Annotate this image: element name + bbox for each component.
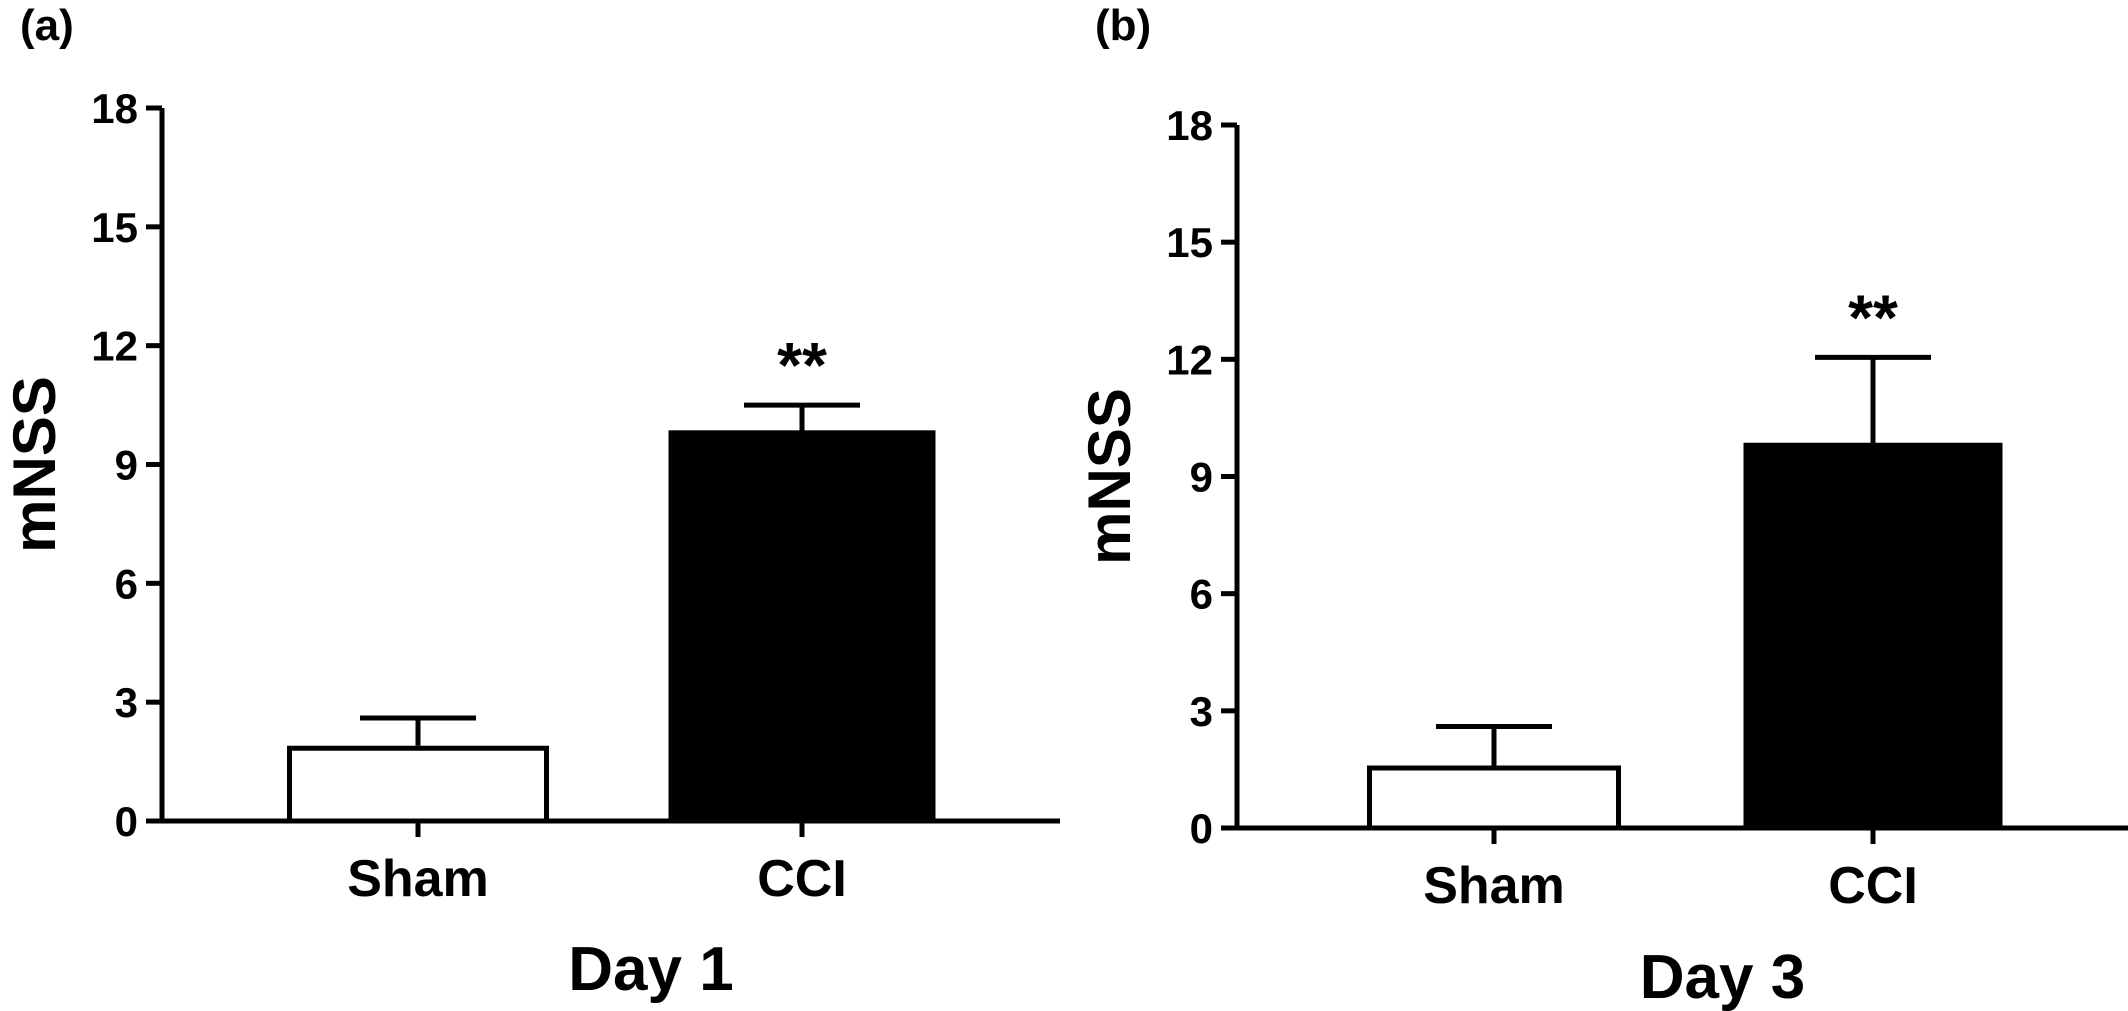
- y-tick-label: 12: [91, 323, 138, 370]
- y-tick-label: 0: [115, 798, 138, 845]
- y-tick-label: 3: [115, 679, 138, 726]
- bar-sham: [1367, 765, 1621, 831]
- x-tick-label: CCI: [1828, 857, 1918, 915]
- panel-label: (b): [1095, 1, 1151, 50]
- y-axis-label: mNSS: [1076, 388, 1143, 565]
- panel-label: (a): [20, 1, 74, 50]
- y-tick-label: 15: [1166, 219, 1213, 266]
- y-tick-label: 3: [1190, 688, 1213, 735]
- y-tick-label: 0: [1190, 805, 1213, 852]
- y-tick-label: 15: [91, 204, 138, 251]
- y-tick-label: 9: [1190, 454, 1213, 501]
- x-tick-label: CCI: [757, 850, 847, 908]
- chart-panel-2: (b) 0 3 6 9 12 15 18 mNSS Sham CCI ** Day 3: [1076, 1, 2128, 1011]
- x-tick-label: Sham: [347, 850, 489, 908]
- y-tick-label: 6: [1190, 571, 1213, 618]
- y-tick-label: 6: [115, 560, 138, 607]
- y-tick-label: 9: [115, 442, 138, 489]
- bar-cci: [1743, 442, 2003, 831]
- significance-marker: **: [777, 329, 827, 401]
- y-axis-label: mNSS: [1, 376, 68, 553]
- bar-cci: [668, 430, 936, 824]
- bar-sham: [287, 745, 549, 824]
- y-tick-label: 18: [1166, 102, 1213, 149]
- y-tick-label: 18: [91, 85, 138, 132]
- y-tick-label: 12: [1166, 336, 1213, 383]
- x-tick-label: Sham: [1423, 857, 1565, 915]
- x-axis-label: Day 1: [568, 935, 733, 1004]
- x-axis-label: Day 3: [1640, 943, 1805, 1011]
- chart-panel-1: (a) 0 3 6 9 12 15 18 mNSS Sham CCI ** Day 1: [1, 1, 1060, 1004]
- significance-marker: **: [1848, 281, 1898, 353]
